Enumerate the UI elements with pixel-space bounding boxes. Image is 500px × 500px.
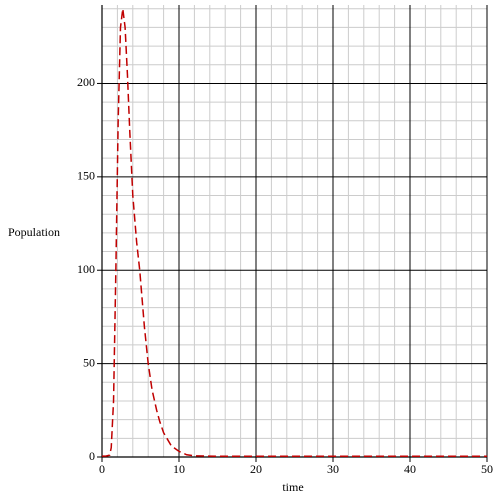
y-tick-label: 50 bbox=[83, 355, 95, 369]
y-tick-label: 0 bbox=[89, 449, 95, 463]
x-axis-label: time bbox=[282, 480, 303, 494]
x-tick-label: 30 bbox=[327, 462, 339, 476]
x-tick-label: 50 bbox=[481, 462, 493, 476]
data-line bbox=[102, 8, 487, 458]
x-tick-label: 20 bbox=[250, 462, 262, 476]
x-tick-label: 0 bbox=[99, 462, 105, 476]
y-tick-label: 100 bbox=[77, 262, 95, 276]
y-tick-label: 200 bbox=[77, 75, 95, 89]
x-tick-label: 10 bbox=[173, 462, 185, 476]
y-axis-label: Population bbox=[8, 225, 60, 239]
y-tick-label: 150 bbox=[77, 169, 95, 183]
x-tick-label: 40 bbox=[404, 462, 416, 476]
